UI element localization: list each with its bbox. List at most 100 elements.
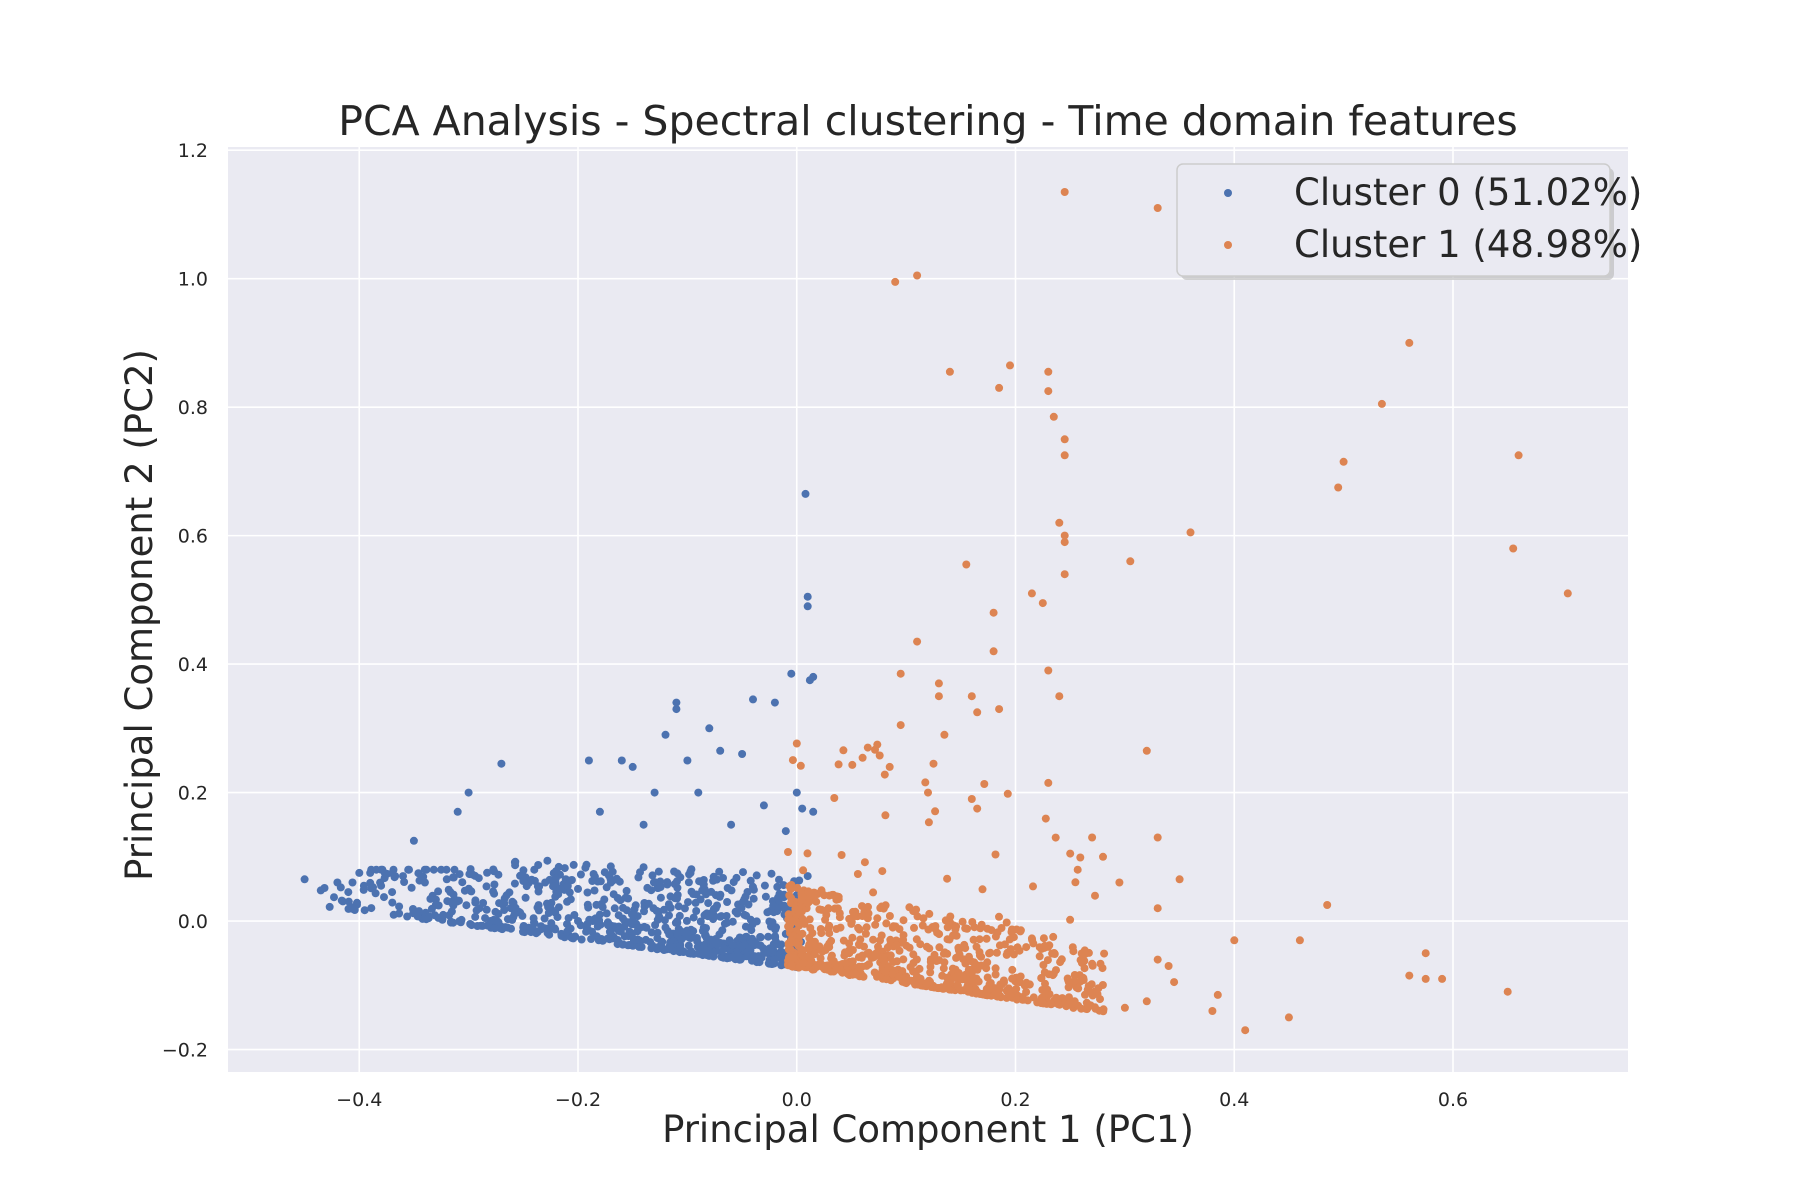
cluster-0-point — [543, 856, 552, 865]
cluster-0-point — [426, 894, 435, 903]
cluster-0-point — [749, 695, 757, 704]
cluster-1-point — [1339, 457, 1348, 466]
cluster-0-point — [639, 820, 648, 829]
cluster-1-point — [812, 897, 821, 906]
cluster-0-point — [574, 884, 582, 893]
cluster-1-point — [943, 874, 952, 883]
cluster-1-point — [865, 960, 873, 969]
cluster-0-point — [740, 910, 749, 919]
cluster-0-point — [634, 873, 643, 882]
cluster-1-point — [996, 980, 1005, 989]
cluster-1-point — [982, 934, 991, 943]
cluster-1-point — [803, 849, 812, 858]
cluster-0-point — [571, 932, 580, 941]
cluster-0-point — [607, 931, 616, 940]
cluster-0-point — [661, 923, 670, 932]
cluster-1-point — [1088, 959, 1097, 968]
cluster-1-point — [1040, 941, 1049, 950]
cluster-0-point — [530, 865, 539, 874]
cluster-0-point — [650, 788, 659, 797]
cluster-0-point — [809, 672, 818, 681]
cluster-1-point — [880, 956, 889, 965]
cluster-1-point — [848, 760, 857, 769]
cluster-1-point — [796, 761, 805, 770]
y-tick-label: 0.0 — [178, 911, 208, 933]
cluster-1-point — [1241, 1026, 1250, 1035]
cluster-0-point — [497, 922, 506, 931]
cluster-1-point — [785, 953, 794, 961]
cluster-0-point — [738, 942, 747, 951]
cluster-1-point — [961, 959, 970, 968]
cluster-0-point — [547, 904, 556, 913]
cluster-1-point — [1208, 1007, 1217, 1015]
cluster-1-point — [1044, 367, 1053, 376]
cluster-0-point — [619, 903, 627, 912]
cluster-1-point — [1065, 993, 1073, 1002]
cluster-1-point — [805, 915, 814, 924]
cluster-0-point — [355, 868, 364, 877]
cluster-0-point — [798, 804, 807, 813]
cluster-0-point — [752, 871, 761, 880]
cluster-1-point — [916, 940, 925, 949]
cluster-0-point — [684, 898, 692, 907]
cluster-0-point — [787, 669, 796, 678]
cluster-0-point — [712, 875, 721, 884]
cluster-1-point — [1070, 997, 1079, 1006]
cluster-0-point — [771, 925, 780, 934]
cluster-1-point — [983, 958, 992, 967]
cluster-0-point — [348, 878, 357, 887]
cluster-0-point — [597, 900, 606, 908]
cluster-0-point — [584, 903, 593, 912]
cluster-0-point — [563, 927, 572, 936]
cluster-0-point — [803, 592, 812, 601]
y-tick-label: 0.4 — [178, 654, 208, 676]
cluster-0-point — [454, 896, 463, 905]
cluster-1-point — [1073, 865, 1082, 874]
cluster-1-point — [1082, 998, 1091, 1007]
cluster-0-point — [680, 904, 689, 913]
y-axis-ticks: −0.2 0.0 0.2 0.4 0.6 0.8 1.0 1.2 — [162, 140, 208, 1061]
cluster-0-point — [468, 870, 477, 879]
cluster-1-point — [815, 905, 824, 914]
cluster-0-point — [590, 886, 599, 895]
cluster-1-point — [799, 866, 808, 875]
cluster-1-point — [880, 770, 889, 779]
cluster-0-point — [694, 788, 703, 797]
cluster-1-point — [810, 950, 819, 959]
cluster-1-point — [905, 943, 914, 952]
cluster-0-point — [439, 910, 448, 919]
cluster-0-point — [325, 902, 334, 911]
cluster-1-point — [886, 951, 895, 960]
cluster-1-point — [926, 968, 935, 977]
cluster-0-point — [674, 902, 683, 911]
cluster-1-point — [869, 953, 878, 962]
cluster-1-point — [1022, 943, 1031, 952]
cluster-0-point — [494, 909, 503, 918]
cluster-1-point — [793, 883, 802, 892]
cluster-1-point — [792, 739, 801, 748]
cluster-1-point — [861, 929, 870, 938]
cluster-1-point — [1213, 990, 1222, 999]
cluster-1-point — [931, 807, 940, 816]
cluster-0-point — [380, 893, 388, 902]
cluster-0-point — [715, 892, 724, 901]
cluster-1-point — [925, 909, 934, 918]
cluster-1-point — [995, 912, 1003, 921]
cluster-1-point — [971, 984, 980, 993]
cluster-1-point — [874, 942, 882, 951]
cluster-1-point — [986, 948, 995, 957]
cluster-0-point — [529, 914, 538, 923]
cluster-1-point — [832, 965, 841, 974]
cluster-1-point — [805, 944, 814, 953]
cluster-0-point — [471, 912, 480, 921]
cluster-0-point — [583, 919, 592, 928]
cluster-1-point — [934, 679, 943, 688]
cluster-1-point — [1040, 968, 1049, 977]
cluster-0-point — [612, 874, 621, 883]
cluster-0-point — [466, 920, 475, 928]
cluster-1-point — [977, 920, 986, 929]
cluster-0-point — [596, 877, 605, 886]
cluster-0-point — [647, 944, 656, 953]
cluster-0-point — [700, 928, 709, 937]
cluster-0-point — [705, 724, 714, 733]
